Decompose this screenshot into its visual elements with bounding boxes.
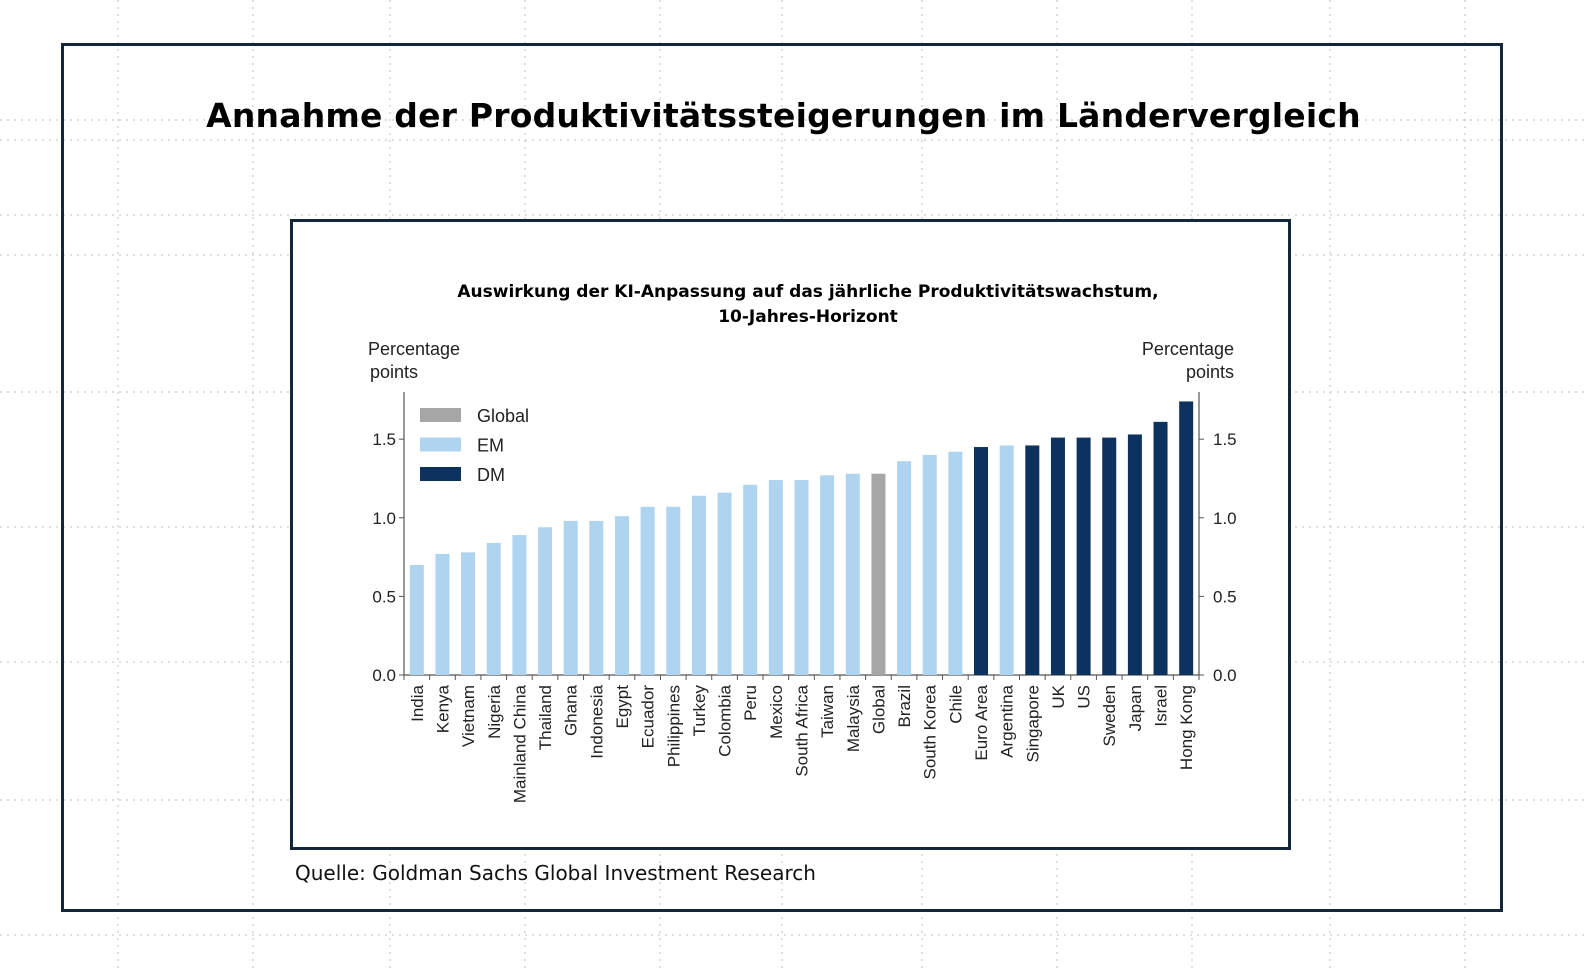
y-axis-label-right-line-1: Percentage bbox=[1142, 339, 1234, 359]
x-tick-label: South Korea bbox=[921, 684, 940, 779]
bar bbox=[948, 451, 963, 675]
bar bbox=[409, 564, 424, 675]
chart-frame bbox=[290, 219, 1291, 850]
x-tick-label: Mainland China bbox=[510, 684, 529, 803]
x-tick-label: Mexico bbox=[767, 685, 786, 739]
y-axis-label-left-line-2: points bbox=[370, 362, 418, 382]
x-tick-label: Vietnam bbox=[459, 685, 478, 747]
legend-label: DM bbox=[477, 465, 505, 485]
x-tick-label: Philippines bbox=[664, 685, 683, 767]
x-tick-label: US bbox=[1075, 685, 1094, 709]
y-tick-label-right: 0.0 bbox=[1213, 666, 1237, 685]
source-note: Quelle: Goldman Sachs Global Investment … bbox=[295, 861, 816, 885]
y-tick-label-left: 0.0 bbox=[372, 666, 396, 685]
bar bbox=[999, 445, 1014, 675]
legend-label: Global bbox=[477, 406, 529, 426]
chart-legend: Global EM DM bbox=[420, 406, 529, 485]
x-tick-label: Chile bbox=[946, 685, 965, 724]
bar bbox=[538, 527, 553, 675]
slide-frame bbox=[61, 43, 1503, 912]
x-tick-label: Euro Area bbox=[972, 684, 991, 760]
x-tick-label: Thailand bbox=[536, 685, 555, 750]
chart-title-line-1: Auswirkung der KI-Anpassung auf das jähr… bbox=[457, 282, 1158, 302]
slide-title: Annahme der Produktivitätssteigerungen i… bbox=[206, 96, 1361, 135]
bar bbox=[486, 542, 501, 675]
bar bbox=[666, 506, 681, 675]
bar bbox=[640, 506, 655, 675]
bar bbox=[1102, 437, 1117, 675]
bar bbox=[845, 473, 860, 675]
bar bbox=[691, 495, 706, 675]
legend-swatch bbox=[420, 408, 461, 422]
legend-swatch bbox=[420, 467, 461, 481]
bar bbox=[1153, 421, 1168, 675]
bar bbox=[589, 520, 604, 675]
chart-title-line-2: 10-Jahres-Horizont bbox=[718, 307, 898, 327]
bar bbox=[614, 516, 629, 675]
chart-axes: 0.0 0.0 0.5 0.5 1.0 1.0 1.5 1.5 bbox=[372, 392, 1237, 685]
legend-label: EM bbox=[477, 436, 504, 456]
y-tick-label-right: 1.0 bbox=[1213, 509, 1237, 528]
y-tick-label-right: 0.5 bbox=[1213, 587, 1237, 606]
bar bbox=[794, 480, 809, 675]
x-tick-label: Colombia bbox=[716, 684, 735, 756]
x-tick-label: Ecuador bbox=[639, 685, 658, 749]
x-tick-label: Brazil bbox=[895, 685, 914, 728]
x-tick-label: South Africa bbox=[793, 684, 812, 776]
x-tick-label: Egypt bbox=[613, 685, 632, 729]
y-tick-label-left: 0.5 bbox=[372, 587, 396, 606]
bar bbox=[743, 484, 758, 675]
bar bbox=[461, 552, 476, 675]
bar bbox=[820, 475, 835, 675]
x-tick-label: Peru bbox=[741, 685, 760, 721]
x-tick-label: Malaysia bbox=[844, 684, 863, 752]
x-tick-label: UK bbox=[1049, 684, 1068, 708]
y-axis-label-left-line-1: Percentage bbox=[368, 339, 460, 359]
bar bbox=[974, 447, 989, 675]
x-tick-label: Israel bbox=[1152, 685, 1171, 727]
x-tick-label: Ghana bbox=[562, 684, 581, 736]
bar bbox=[922, 454, 937, 675]
x-tick-label: Taiwan bbox=[818, 685, 837, 738]
bar bbox=[1076, 437, 1091, 675]
bar bbox=[717, 492, 732, 675]
x-tick-label: Japan bbox=[1126, 685, 1145, 731]
x-tick-label: Nigeria bbox=[485, 684, 504, 738]
x-tick-label: Sweden bbox=[1100, 685, 1119, 746]
y-tick-label-left: 1.0 bbox=[372, 509, 396, 528]
y-axis-label-right-line-2: points bbox=[1186, 362, 1234, 382]
bar bbox=[897, 461, 912, 675]
x-tick-label: India bbox=[408, 684, 427, 721]
x-tick-label: Kenya bbox=[433, 684, 452, 733]
x-tick-label: Indonesia bbox=[587, 684, 606, 758]
bar bbox=[435, 553, 450, 675]
y-tick-label-right: 1.5 bbox=[1213, 430, 1237, 449]
bar bbox=[1127, 434, 1142, 675]
bar bbox=[768, 480, 783, 675]
bar bbox=[563, 520, 578, 675]
bar bbox=[1179, 401, 1194, 675]
x-tick-label: Global bbox=[869, 685, 888, 734]
y-tick-label-left: 1.5 bbox=[372, 430, 396, 449]
legend-swatch bbox=[420, 437, 461, 452]
x-tick-label: Hong Kong bbox=[1177, 685, 1196, 770]
x-tick-label: Argentina bbox=[998, 684, 1017, 757]
x-tick-label: Singapore bbox=[1023, 685, 1042, 763]
x-tick-label: Turkey bbox=[690, 685, 709, 737]
chart-bars bbox=[409, 401, 1194, 675]
bar bbox=[1050, 437, 1065, 675]
bar bbox=[1025, 445, 1040, 675]
bar bbox=[512, 535, 527, 675]
bar bbox=[871, 473, 886, 675]
x-tick-labels: India Kenya Vietnam Nigeria Mainland China Th… bbox=[408, 684, 1196, 803]
